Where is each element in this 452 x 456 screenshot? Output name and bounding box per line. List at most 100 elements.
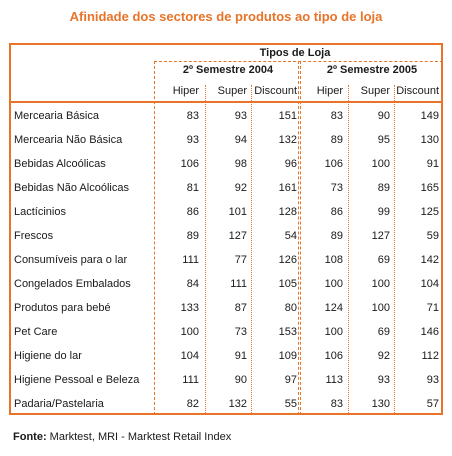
value-cell: 111	[230, 278, 247, 290]
value-cell: 151	[278, 110, 297, 122]
value-cell: 57	[426, 398, 439, 410]
value-cell: 89	[330, 230, 343, 242]
period-label-2005: 2º Semestre 2005	[326, 64, 418, 76]
column-header-discount: Discount	[254, 85, 297, 97]
value-cell: 94	[234, 134, 247, 146]
column-header-super: Super	[217, 85, 247, 97]
column-header-discount: Discount	[396, 85, 439, 97]
value-cell: 149	[420, 110, 439, 122]
table-row: Bebidas Alcoólicas 106 98 96 106 100 91	[11, 153, 441, 176]
value-cell: 109	[278, 350, 297, 362]
value-cell: 142	[420, 254, 439, 266]
sector-name: Bebidas Não Alcoólicas	[14, 182, 129, 194]
value-cell: 100	[371, 278, 390, 290]
value-cell: 99	[377, 206, 390, 218]
value-cell: 113	[325, 374, 343, 386]
value-cell: 108	[324, 254, 343, 266]
value-cell: 106	[324, 350, 343, 362]
value-cell: 111	[182, 254, 199, 266]
sector-name: Lactícinios	[14, 206, 66, 218]
value-cell: 73	[234, 326, 247, 338]
value-cell: 111	[182, 374, 199, 386]
value-cell: 89	[377, 182, 390, 194]
table-row: Mercearia Básica 83 93 151 83 90 149	[11, 105, 441, 128]
value-cell: 130	[420, 134, 439, 146]
value-cell: 104	[420, 278, 439, 290]
affinity-table: Tipos de Loja 2º Semestre 2004 2º Semest…	[9, 43, 443, 415]
value-cell: 100	[371, 158, 390, 170]
value-cell: 83	[186, 110, 199, 122]
value-cell: 54	[284, 230, 297, 242]
value-cell: 90	[234, 374, 247, 386]
table-row: Higiene do lar 104 91 109 106 92 112	[11, 345, 441, 368]
value-cell: 89	[330, 134, 343, 146]
value-cell: 92	[234, 182, 247, 194]
table-row: Congelados Embalados 84 111 105 100 100 104	[11, 273, 441, 296]
value-cell: 124	[324, 302, 343, 314]
value-cell: 97	[284, 374, 297, 386]
value-cell: 69	[377, 254, 390, 266]
value-cell: 127	[371, 230, 390, 242]
value-cell: 93	[426, 374, 439, 386]
value-cell: 100	[324, 326, 343, 338]
column-divider	[348, 85, 349, 413]
table-row: Frescos 89 127 54 89 127 59	[11, 225, 441, 248]
value-cell: 77	[234, 254, 247, 266]
value-cell: 146	[420, 326, 439, 338]
sector-name: Congelados Embalados	[14, 278, 131, 290]
sector-name: Consumíveis para o lar	[14, 254, 128, 266]
value-cell: 86	[186, 206, 199, 218]
source-note: Fonte: Marktest, MRI - Marktest Retail I…	[13, 431, 231, 443]
value-cell: 91	[234, 350, 247, 362]
period-group-2004	[154, 61, 301, 413]
source-text: Marktest, MRI - Marktest Retail Index	[46, 431, 232, 443]
value-cell: 132	[278, 134, 297, 146]
value-cell: 100	[324, 278, 343, 290]
value-cell: 89	[186, 230, 199, 242]
value-cell: 87	[234, 302, 247, 314]
value-cell: 81	[186, 182, 199, 194]
value-cell: 106	[324, 158, 343, 170]
value-cell: 165	[420, 182, 439, 194]
value-cell: 132	[228, 398, 247, 410]
value-cell: 101	[228, 206, 247, 218]
value-cell: 73	[330, 182, 343, 194]
period-group-2005	[298, 61, 441, 413]
table-row: Pet Care 100 73 153 100 69 146	[11, 321, 441, 344]
value-cell: 153	[278, 326, 297, 338]
value-cell: 84	[186, 278, 199, 290]
sector-name: Higiene Pessoal e Beleza	[14, 374, 140, 386]
table-row: Produtos para bebé 133 87 80 124 100 71	[11, 297, 441, 320]
group-label: Tipos de Loja	[259, 47, 331, 59]
sector-name: Mercearia Básica	[14, 110, 99, 122]
value-cell: 128	[278, 206, 297, 218]
value-cell: 100	[180, 326, 199, 338]
column-divider	[251, 85, 252, 413]
value-cell: 105	[278, 278, 297, 290]
value-cell: 125	[420, 206, 439, 218]
table-row: Padaria/Pastelaria 82 132 55 83 130 57	[11, 393, 441, 413]
value-cell: 59	[426, 230, 439, 242]
value-cell: 104	[180, 350, 199, 362]
value-cell: 82	[186, 398, 199, 410]
value-cell: 98	[234, 158, 247, 170]
sector-name: Frescos	[14, 230, 54, 242]
page-title: Afinidade dos sectores de produtos ao ti…	[69, 9, 383, 24]
sector-name: Produtos para bebé	[14, 302, 111, 314]
value-cell: 93	[186, 134, 199, 146]
value-cell: 96	[284, 158, 297, 170]
value-cell: 130	[371, 398, 390, 410]
value-cell: 93	[377, 374, 390, 386]
value-cell: 100	[371, 302, 390, 314]
value-cell: 161	[278, 182, 297, 194]
column-divider	[394, 85, 395, 413]
column-header-hiper: Hiper	[172, 85, 199, 97]
table-row: Lactícinios 86 101 128 86 99 125	[11, 201, 441, 224]
value-cell: 83	[330, 110, 343, 122]
column-header-super: Super	[360, 85, 390, 97]
value-cell: 90	[377, 110, 390, 122]
sector-name: Pet Care	[14, 326, 58, 338]
value-cell: 80	[284, 302, 297, 314]
value-cell: 69	[377, 326, 390, 338]
value-cell: 106	[180, 158, 199, 170]
